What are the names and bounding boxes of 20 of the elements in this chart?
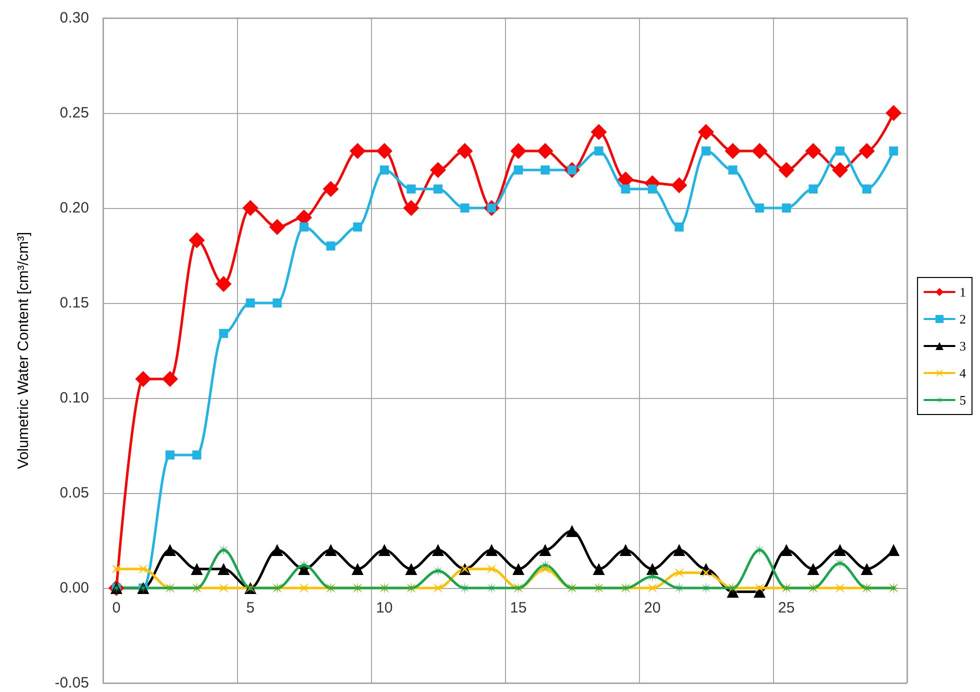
y-tick-label: 0.10 (60, 390, 89, 406)
legend-label: 3 (960, 338, 966, 354)
y-tick-label: 0.30 (60, 10, 89, 26)
x-tick-label: 20 (644, 599, 661, 616)
y-tick-label: 0.20 (60, 200, 89, 216)
y-tick-label: 0.25 (60, 104, 89, 122)
y-tick-label: 0.00 (60, 580, 89, 596)
y-tick-label: 0.05 (60, 484, 89, 502)
y-tick-label: -0.05 (54, 674, 89, 692)
legend-label: 5 (960, 392, 966, 408)
x-tick-label: 10 (376, 599, 393, 616)
y-axis-title: Volumetric Water Content [cm³/cm³] (15, 232, 32, 469)
legend-label: 4 (960, 366, 966, 380)
legend-label: 2 (960, 312, 966, 326)
legend-label: 1 (960, 284, 966, 300)
x-tick-label: 15 (510, 599, 527, 616)
y-tick-label: 0.15 (60, 294, 89, 312)
x-tick-label: 25 (778, 599, 795, 616)
x-tick-label: 0 (112, 599, 121, 616)
x-tick-label: 5 (246, 599, 255, 616)
